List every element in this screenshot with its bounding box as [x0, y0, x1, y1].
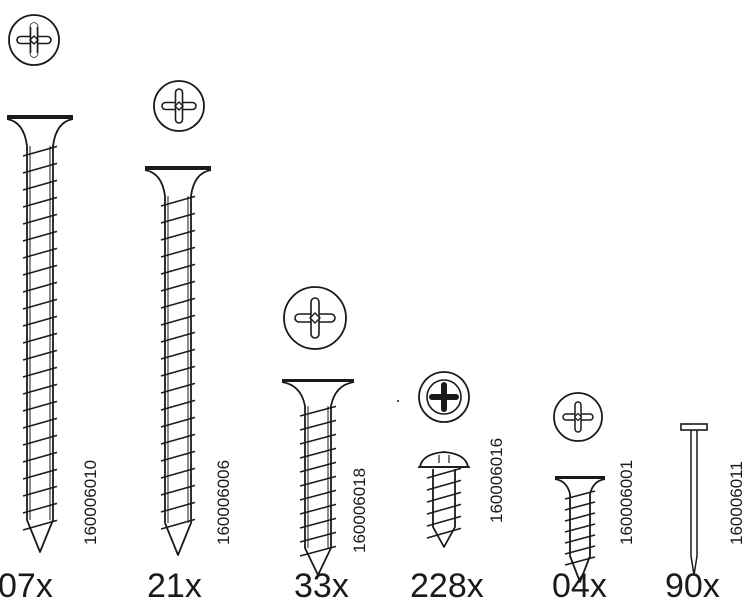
part-5: 160006001 04x	[552, 392, 636, 605]
pan-head-screw	[418, 451, 470, 548]
part-6: 160006011 90x	[665, 423, 746, 605]
part-code-3: 160006018	[350, 468, 369, 553]
phillips-head-icon	[283, 286, 347, 350]
countersunk-screw-medium	[144, 166, 212, 556]
countersunk-screw-small	[554, 476, 606, 583]
part-quantity-6: 90x	[665, 567, 720, 605]
part-code-6: 160006011	[727, 461, 746, 545]
part-code-1: 160006010	[81, 460, 100, 545]
phillips-head-icon	[553, 392, 603, 442]
part-quantity-4: 228x	[410, 567, 484, 605]
phillips-head-icon	[8, 14, 60, 66]
part-3: 160006018 33x	[281, 286, 369, 605]
part-1: 160006010 07x	[0, 14, 100, 605]
phillips-head-icon	[153, 80, 205, 132]
part-2: 160006006 21x	[144, 80, 233, 605]
part-quantity-5: 04x	[552, 567, 607, 605]
phillips-head-icon	[418, 371, 470, 423]
part-code-4: 160006016	[487, 438, 506, 523]
part-quantity-1: 07x	[0, 567, 53, 605]
countersunk-screw-short	[281, 379, 355, 576]
part-quantity-3: 33x	[294, 567, 349, 605]
countersunk-screw-long	[6, 115, 74, 553]
part-code-5: 160006001	[617, 460, 636, 545]
part-quantity-2: 21x	[147, 567, 202, 605]
part-code-2: 160006006	[214, 460, 233, 545]
nail	[680, 423, 708, 576]
part-4: 160006016 228x	[397, 371, 506, 605]
stray-dot	[397, 400, 399, 402]
